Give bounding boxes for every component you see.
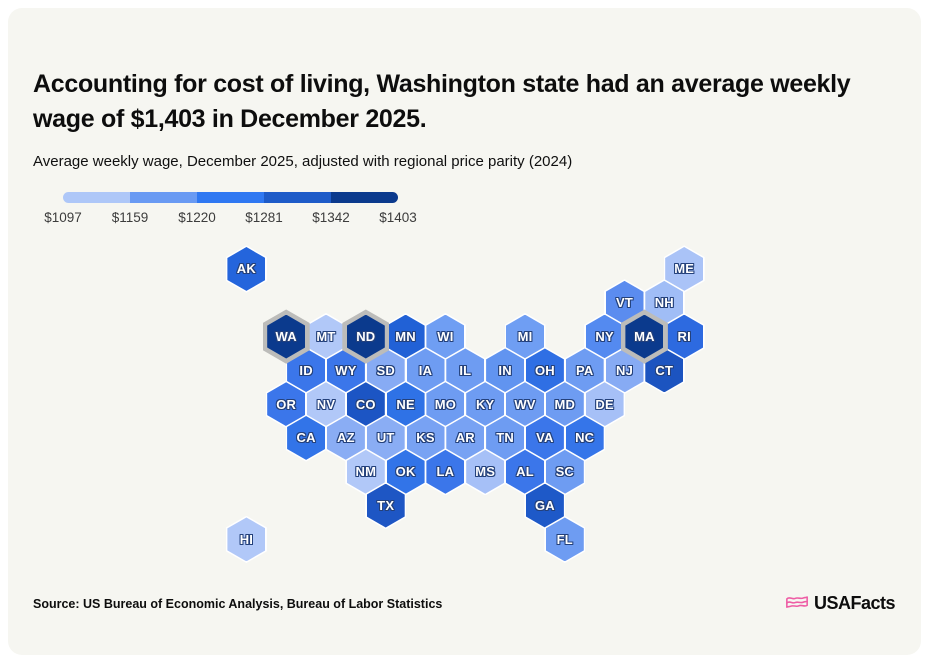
state-label: NH bbox=[654, 295, 674, 311]
state-hex-fill: ND bbox=[346, 314, 385, 359]
state-label: NY bbox=[595, 329, 614, 345]
state-label: SD bbox=[376, 362, 395, 378]
state-label: AL bbox=[516, 464, 534, 480]
state-hex-fill: TX bbox=[366, 483, 405, 528]
legend-tick-label: $1097 bbox=[44, 210, 82, 225]
state-label: NE bbox=[396, 396, 415, 412]
state-label: MI bbox=[517, 329, 533, 345]
state-label: TN bbox=[496, 430, 514, 446]
state-label: VA bbox=[536, 430, 554, 446]
legend-labels: $1097 $1159 $1220 $1281 $1342 $1403 bbox=[44, 210, 417, 228]
state-hex-fill: NM bbox=[346, 449, 385, 494]
state-label: KY bbox=[475, 396, 495, 412]
state-label: IA bbox=[418, 362, 433, 378]
usafacts-flag-icon bbox=[786, 595, 808, 608]
state-label: IN bbox=[498, 362, 512, 378]
state-label: VT bbox=[615, 295, 633, 311]
legend-tick-label: $1281 bbox=[245, 210, 283, 225]
state-label: MS bbox=[475, 464, 496, 480]
state-label: LA bbox=[436, 464, 455, 480]
state-label: MA bbox=[634, 329, 655, 345]
state-label: MO bbox=[434, 396, 457, 412]
state-hex-fill: HI bbox=[227, 517, 266, 562]
state-label: AZ bbox=[337, 430, 355, 446]
state-label: NC bbox=[575, 430, 595, 446]
state-label: ND bbox=[356, 329, 376, 345]
state-label: IL bbox=[459, 362, 472, 378]
legend-segment bbox=[63, 192, 130, 203]
legend-tick-label: $1159 bbox=[111, 210, 149, 225]
state-hex-fill: LA bbox=[426, 449, 465, 494]
state-label: UT bbox=[376, 430, 395, 446]
state-label: AR bbox=[455, 430, 475, 446]
state-label: NJ bbox=[615, 362, 634, 378]
state-label: OR bbox=[276, 396, 297, 412]
state-label: CT bbox=[655, 362, 674, 378]
state-hex-ND[interactable]: ND bbox=[342, 309, 390, 364]
state-hex-MS[interactable]: MS bbox=[464, 448, 506, 496]
state-label: WI bbox=[437, 329, 454, 345]
state-label: ME bbox=[674, 261, 695, 277]
state-label: HI bbox=[239, 531, 254, 547]
legend-tick-label: $1220 bbox=[178, 210, 216, 225]
state-hex-fill: CA bbox=[287, 416, 326, 460]
state-hex-HI[interactable]: HI bbox=[225, 515, 267, 564]
state-label: CA bbox=[296, 430, 316, 446]
state-hex-fill: OR bbox=[267, 382, 306, 427]
state-label: NV bbox=[316, 396, 336, 412]
state-label: FL bbox=[556, 531, 573, 547]
state-label: MD bbox=[554, 396, 576, 412]
state-label: WA bbox=[275, 329, 297, 345]
state-label: TX bbox=[377, 498, 395, 514]
state-label: CO bbox=[355, 396, 376, 412]
state-hex-fill: MA bbox=[625, 314, 664, 359]
state-label: ID bbox=[299, 362, 313, 378]
state-label: WV bbox=[514, 396, 536, 412]
state-hex-CA[interactable]: CA bbox=[285, 414, 327, 462]
state-hex-NM[interactable]: NM bbox=[345, 448, 387, 496]
state-label: MT bbox=[316, 329, 336, 345]
usafacts-logo[interactable]: USAFacts bbox=[785, 591, 896, 615]
state-label: OH bbox=[534, 362, 555, 378]
state-hex-fill: AK bbox=[227, 247, 266, 291]
state-hex-OR[interactable]: OR bbox=[265, 380, 307, 428]
state-label: AK bbox=[236, 261, 256, 277]
state-label: MN bbox=[395, 329, 416, 345]
chart-subtitle: Average weekly wage, December 2025, adju… bbox=[33, 153, 573, 170]
state-label: KS bbox=[416, 430, 435, 446]
state-label: DE bbox=[595, 396, 614, 412]
state-label: SC bbox=[555, 464, 575, 480]
state-hex-fill: WA bbox=[267, 314, 306, 359]
state-hex-WA[interactable]: WA bbox=[262, 309, 310, 364]
state-hex-LA[interactable]: LA bbox=[424, 448, 466, 496]
state-hex-fill: FL bbox=[545, 517, 584, 562]
legend-segment bbox=[264, 192, 331, 203]
legend-segment bbox=[130, 192, 197, 203]
legend-segment bbox=[197, 192, 264, 203]
state-label: GA bbox=[534, 498, 555, 514]
state-label: PA bbox=[575, 362, 594, 378]
page-title: Accounting for cost of living, Washingto… bbox=[33, 69, 851, 133]
legend-segment bbox=[331, 192, 398, 203]
state-label: OK bbox=[395, 464, 416, 480]
state-hex-WI[interactable]: WI bbox=[424, 312, 466, 361]
legend-tick-label: $1403 bbox=[379, 210, 417, 225]
state-label: WY bbox=[335, 362, 357, 378]
legend-color-bar bbox=[63, 192, 398, 203]
source-text: Source: US Bureau of Economic Analysis, … bbox=[33, 597, 443, 611]
state-hex-AK[interactable]: AK bbox=[225, 245, 267, 293]
state-label: RI bbox=[677, 329, 691, 345]
usafacts-wordmark: USAFacts bbox=[813, 592, 896, 613]
state-hex-fill: MS bbox=[466, 449, 505, 494]
state-label: NM bbox=[355, 464, 377, 480]
legend-tick-label: $1342 bbox=[312, 210, 350, 225]
